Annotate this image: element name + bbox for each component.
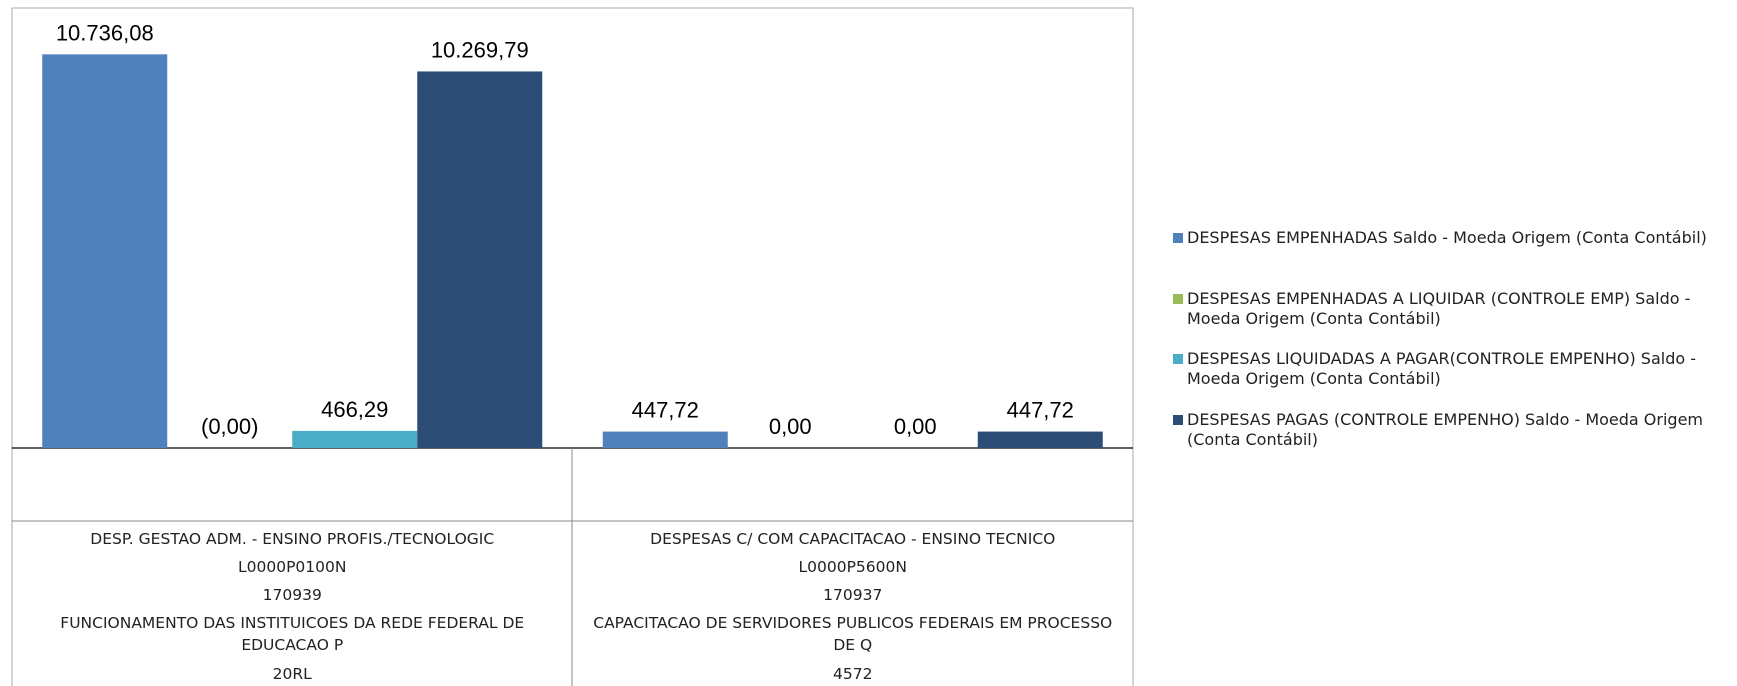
category-cell: DESP. GESTAO ADM. - ENSINO PROFIS./TECNO… bbox=[90, 530, 495, 548]
legend-label: DESPESAS PAGAS (CONTROLE EMPENHO) Saldo … bbox=[1187, 410, 1704, 449]
category-cell: CAPACITACAO DE SERVIDORES PUBLICOS FEDER… bbox=[593, 614, 1113, 654]
bar bbox=[977, 431, 1103, 448]
category-cell: FUNCIONAMENTO DAS INSTITUICOES DA REDE F… bbox=[60, 614, 525, 654]
category-cell: DESPESAS C/ COM CAPACITACAO - ENSINO TEC… bbox=[650, 530, 1056, 548]
value-label: 10.269,79 bbox=[431, 37, 529, 62]
category-cell: L0000P5600N bbox=[798, 558, 907, 576]
category-label: 20RL bbox=[272, 665, 312, 683]
category-label: CAPACITACAO DE SERVIDORES PUBLICOS FEDER… bbox=[593, 614, 1113, 654]
category-cell: 170939 bbox=[262, 586, 322, 604]
category-label: DESPESAS C/ COM CAPACITACAO - ENSINO TEC… bbox=[650, 530, 1056, 548]
value-label: 447,72 bbox=[632, 398, 699, 423]
category-label: 170937 bbox=[823, 586, 883, 604]
legend-label: DESPESAS LIQUIDADAS A PAGAR(CONTROLE EMP… bbox=[1187, 349, 1697, 388]
bar bbox=[292, 430, 418, 448]
bar bbox=[42, 54, 168, 448]
legend-swatch bbox=[1173, 354, 1183, 364]
legend-entry: DESPESAS EMPENHADAS Saldo - Moeda Origem… bbox=[1173, 228, 1733, 248]
category-cell: 20RL bbox=[272, 665, 312, 683]
category-cell: 4572 bbox=[833, 665, 873, 683]
value-label: 0,00 bbox=[894, 414, 937, 439]
legend-label: DESPESAS EMPENHADAS Saldo - Moeda Origem… bbox=[1187, 228, 1707, 247]
category-cell: 170937 bbox=[823, 586, 883, 604]
bar bbox=[417, 71, 543, 448]
category-label: L0000P5600N bbox=[798, 558, 907, 576]
category-label: 170939 bbox=[262, 586, 322, 604]
legend-label: DESPESAS EMPENHADAS A LIQUIDAR (CONTROLE… bbox=[1187, 289, 1691, 328]
legend-entry: DESPESAS PAGAS (CONTROLE EMPENHO) Saldo … bbox=[1173, 410, 1733, 450]
category-label: L0000P0100N bbox=[238, 558, 347, 576]
category-label: FUNCIONAMENTO DAS INSTITUICOES DA REDE F… bbox=[60, 614, 525, 654]
value-label: 466,29 bbox=[321, 397, 388, 422]
value-label: (0,00) bbox=[201, 414, 258, 439]
legend-entry: DESPESAS LIQUIDADAS A PAGAR(CONTROLE EMP… bbox=[1173, 349, 1733, 389]
value-label: 0,00 bbox=[769, 414, 812, 439]
bar bbox=[602, 431, 728, 448]
category-label: 4572 bbox=[833, 665, 873, 683]
legend-swatch bbox=[1173, 233, 1183, 243]
value-label: 447,72 bbox=[1007, 398, 1074, 423]
plot-frame bbox=[11, 7, 1134, 686]
legend-swatch bbox=[1173, 294, 1183, 304]
value-label: 10.736,08 bbox=[56, 20, 154, 45]
category-cell: L0000P0100N bbox=[238, 558, 347, 576]
legend-swatch bbox=[1173, 415, 1183, 425]
legend-entry: DESPESAS EMPENHADAS A LIQUIDAR (CONTROLE… bbox=[1173, 289, 1733, 329]
category-label: DESP. GESTAO ADM. - ENSINO PROFIS./TECNO… bbox=[90, 530, 495, 548]
